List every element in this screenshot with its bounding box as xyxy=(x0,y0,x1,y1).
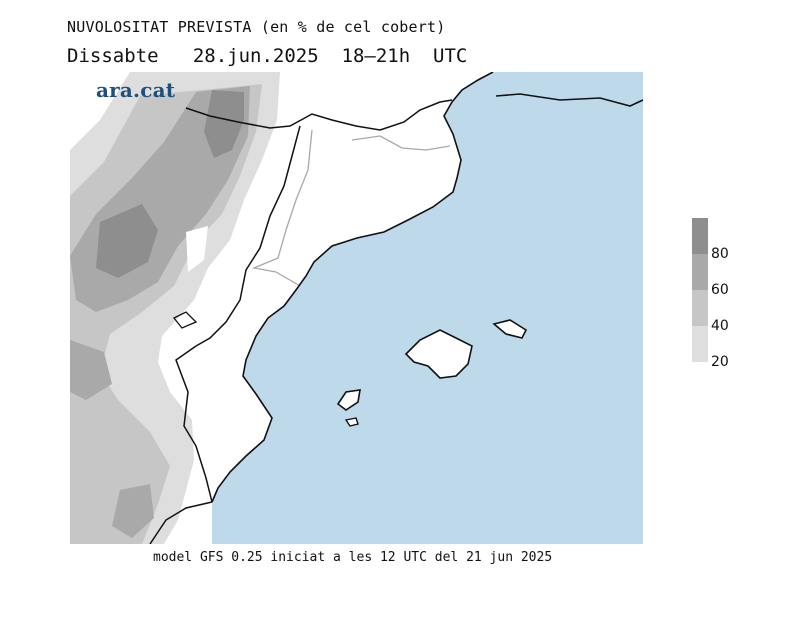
cloud-bands xyxy=(70,72,280,544)
map-title: NUVOLOSITAT PREVISTA (en % de cel cobert… xyxy=(67,18,446,36)
model-info: model GFS 0.25 iniciat a les 12 UTC del … xyxy=(153,550,553,565)
legend-label: 20 xyxy=(711,354,729,370)
legend-swatch xyxy=(692,254,708,290)
legend-swatch xyxy=(692,326,708,362)
brand-logo[interactable]: ara.cat xyxy=(96,78,176,102)
french-border xyxy=(185,99,453,131)
murcia-border xyxy=(149,501,213,544)
cloud-band-20-40 xyxy=(186,226,208,272)
aragon-border xyxy=(195,125,301,347)
coastline xyxy=(211,72,494,503)
catalonia-internal-border xyxy=(251,129,313,287)
island-mallorca xyxy=(404,329,473,379)
andorra-border xyxy=(172,311,198,329)
legend-swatch xyxy=(692,290,708,326)
legend-label: 40 xyxy=(711,318,729,334)
cloud-band-60-80 xyxy=(70,340,112,400)
cloud-band-80-100 xyxy=(96,204,158,278)
cloud-band-80-100 xyxy=(204,90,244,158)
island-ibiza xyxy=(336,389,361,411)
forecast-date: Dissabte 28.jun.2025 18–21h UTC xyxy=(67,45,468,67)
legend-label: 60 xyxy=(711,282,729,298)
legend-label: 80 xyxy=(711,246,729,262)
legend-swatch xyxy=(692,218,708,254)
cloud-band-60-80 xyxy=(112,484,154,538)
coastline xyxy=(495,93,643,107)
island-formentera xyxy=(344,417,359,427)
catalonia-internal-border xyxy=(351,135,451,151)
valencia-border xyxy=(175,345,213,503)
island-menorca xyxy=(492,319,528,339)
